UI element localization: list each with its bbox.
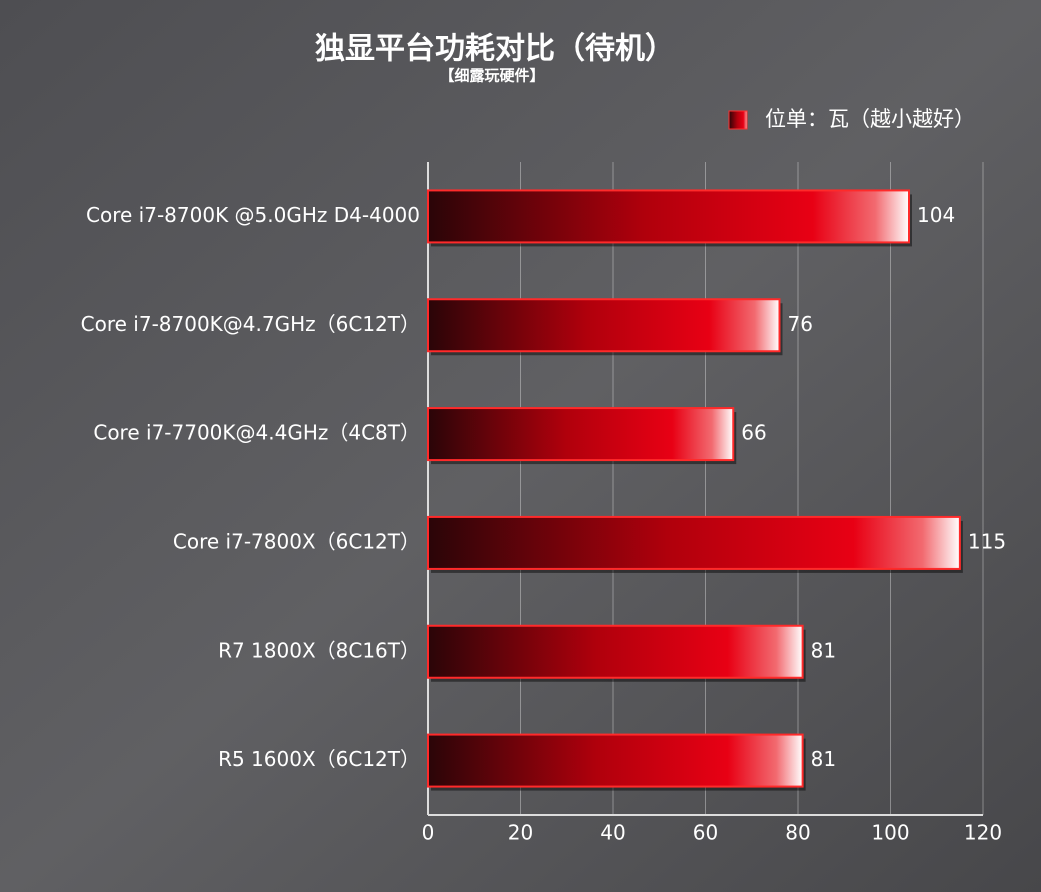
data-label: 81 bbox=[811, 747, 836, 771]
bar bbox=[427, 189, 910, 244]
y-tick-label: Core i7-8700K@4.7GHz（6C12T） bbox=[81, 312, 420, 336]
bar bbox=[427, 624, 804, 679]
data-label: 76 bbox=[788, 312, 813, 336]
x-tick-label: 20 bbox=[508, 821, 533, 845]
bar bbox=[427, 407, 735, 462]
y-tick-label: Core i7-7700K@4.4GHz（4C8T） bbox=[93, 421, 420, 445]
bar bbox=[427, 515, 961, 570]
x-tick-label: 80 bbox=[785, 821, 810, 845]
bar bbox=[427, 298, 781, 353]
legend-label: 位单：瓦（越小越好） bbox=[765, 107, 975, 131]
data-label: 115 bbox=[968, 529, 1006, 553]
y-tick-label: Core i7-8700K @5.0GHz D4-4000 bbox=[86, 203, 420, 227]
x-tick-label: 60 bbox=[693, 821, 718, 845]
x-tick-label: 100 bbox=[871, 821, 909, 845]
chart-subtitle: 【细露玩硬件】 bbox=[439, 67, 544, 85]
data-label: 81 bbox=[811, 638, 836, 662]
y-tick-label: R5 1600X（6C12T） bbox=[218, 747, 420, 771]
data-label: 66 bbox=[741, 421, 766, 445]
bar bbox=[427, 733, 804, 788]
x-tick-label: 0 bbox=[422, 821, 435, 845]
chart-title: 独显平台功耗对比（待机） bbox=[315, 32, 675, 67]
x-tick-label: 120 bbox=[964, 821, 1002, 845]
x-tick-label: 40 bbox=[600, 821, 625, 845]
y-tick-label: Core i7-7800X（6C12T） bbox=[173, 529, 420, 553]
y-tick-label: R7 1800X（8C16T） bbox=[218, 638, 420, 662]
legend-swatch bbox=[728, 110, 748, 130]
data-label: 104 bbox=[917, 203, 955, 227]
